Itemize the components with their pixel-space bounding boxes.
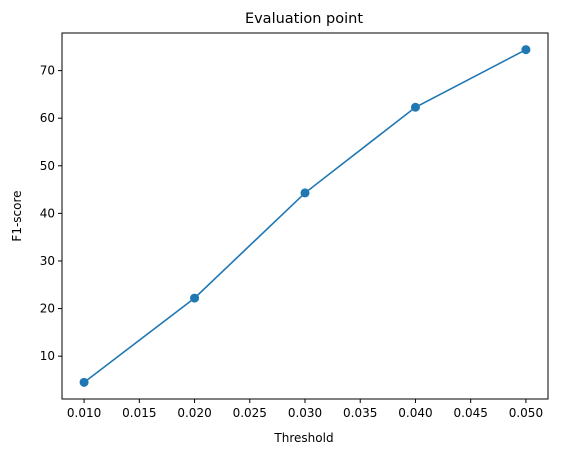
x-tick-label: 0.045 [454,406,488,420]
y-axis-title: F1-score [10,190,24,241]
data-point [300,188,310,198]
y-tick-label: 10 [40,349,55,363]
chart-title: Evaluation point [245,11,363,27]
y-tick-label: 40 [40,206,55,220]
y-tick-label: 70 [40,64,55,78]
x-tick-label: 0.035 [343,406,377,420]
data-point [410,102,420,112]
data-point [79,377,89,387]
x-tick-label: 0.010 [67,406,101,420]
x-tick-label: 0.050 [509,406,543,420]
x-tick-label: 0.020 [177,406,211,420]
x-tick-label: 0.040 [398,406,432,420]
x-tick-label: 0.030 [288,406,322,420]
plot-area: 0.010 0.015 0.020 0.025 0.030 0.035 0.040 0.045… [40,32,549,420]
y-tick-label: 20 [40,302,55,316]
y-tick-label: 50 [40,159,55,173]
x-tick-label: 0.025 [233,406,267,420]
data-point [521,45,531,55]
series-line [83,48,527,383]
y-tick-label: 60 [40,111,55,125]
x-tick-label: 0.015 [122,406,156,420]
x-axis-title: Threshold [273,431,333,445]
y-tick-label: 30 [40,254,55,268]
data-point [190,293,200,303]
